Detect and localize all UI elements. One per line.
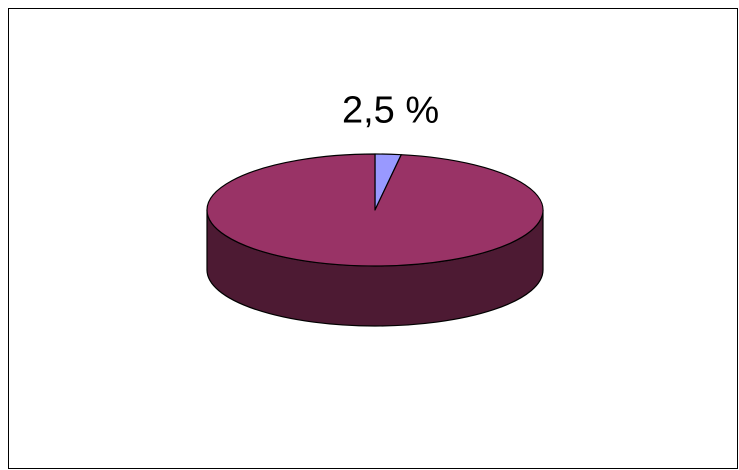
data-label: 2,5 %	[342, 89, 439, 131]
pie-slice	[206, 153, 544, 267]
